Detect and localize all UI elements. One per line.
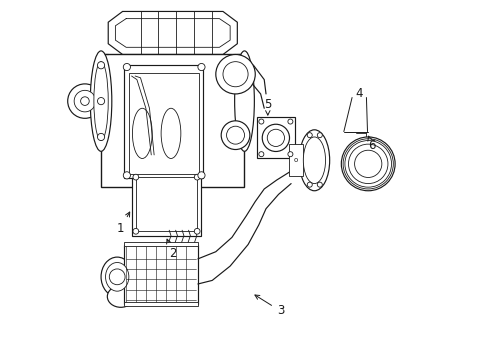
Text: 4: 4 (355, 87, 362, 100)
Circle shape (194, 174, 200, 180)
Circle shape (354, 150, 381, 177)
Circle shape (194, 228, 200, 234)
Circle shape (109, 269, 125, 285)
Circle shape (67, 84, 102, 118)
Polygon shape (108, 12, 237, 54)
Bar (124, 65, 203, 178)
Bar (129, 73, 199, 174)
Ellipse shape (105, 262, 128, 291)
Circle shape (317, 133, 322, 138)
Ellipse shape (234, 51, 254, 151)
Circle shape (258, 119, 264, 124)
Text: 2: 2 (166, 239, 176, 260)
Circle shape (226, 126, 244, 144)
Text: 6: 6 (367, 136, 375, 152)
Circle shape (123, 63, 130, 71)
Circle shape (198, 63, 204, 71)
Circle shape (306, 182, 312, 187)
Circle shape (221, 121, 249, 149)
Text: 1: 1 (117, 212, 129, 235)
Bar (131, 173, 201, 235)
Circle shape (341, 137, 394, 191)
Ellipse shape (132, 108, 152, 158)
Circle shape (215, 54, 255, 94)
Text: 3: 3 (254, 295, 284, 318)
Bar (289, 144, 303, 176)
Ellipse shape (94, 62, 108, 140)
Circle shape (74, 90, 96, 112)
Bar (257, 117, 294, 158)
Bar (124, 302, 198, 306)
Circle shape (317, 182, 322, 187)
Circle shape (123, 172, 130, 179)
Bar (136, 177, 197, 231)
Circle shape (287, 152, 292, 157)
Bar (124, 242, 198, 246)
Circle shape (97, 134, 104, 140)
Ellipse shape (101, 257, 133, 297)
Ellipse shape (303, 137, 325, 184)
Text: o: o (293, 157, 298, 163)
Ellipse shape (161, 108, 181, 158)
Ellipse shape (90, 51, 112, 151)
Circle shape (97, 62, 104, 69)
Text: 5: 5 (264, 98, 271, 115)
Circle shape (287, 119, 292, 124)
Circle shape (258, 152, 264, 157)
Circle shape (81, 97, 89, 105)
Circle shape (223, 62, 247, 87)
Circle shape (97, 98, 104, 105)
Circle shape (348, 144, 387, 184)
Bar (101, 54, 244, 187)
Ellipse shape (299, 130, 329, 191)
Circle shape (198, 172, 204, 179)
Circle shape (306, 133, 312, 138)
Circle shape (133, 228, 139, 234)
Bar (124, 244, 198, 304)
Circle shape (262, 124, 289, 152)
Circle shape (267, 129, 284, 147)
Ellipse shape (107, 286, 134, 307)
Circle shape (133, 174, 139, 180)
